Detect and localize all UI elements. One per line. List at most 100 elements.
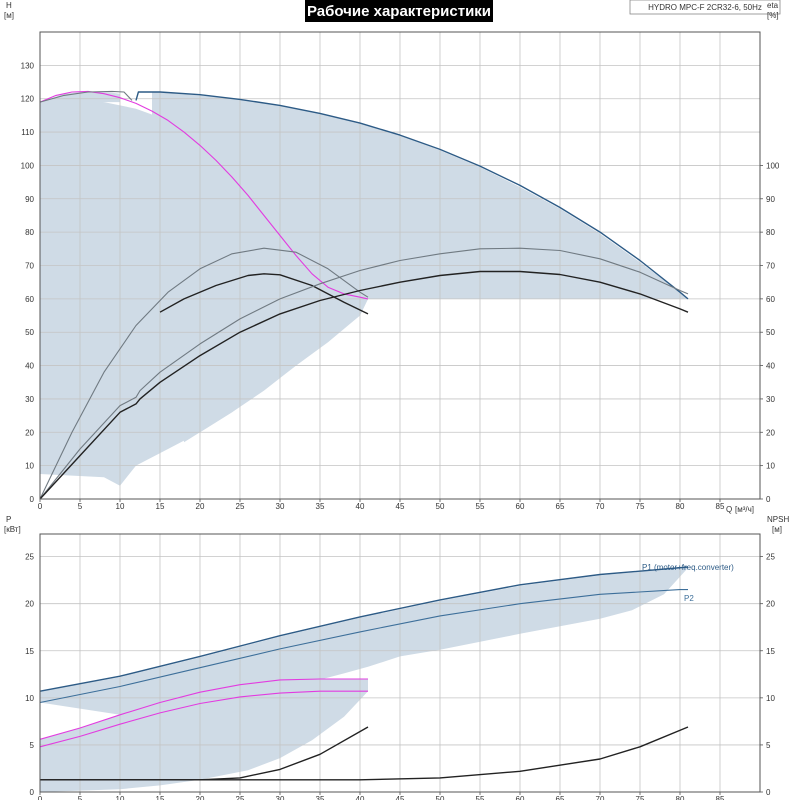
bottom-x-tick-label: 40 (356, 795, 365, 800)
bottom-y-right-tick-label: 25 (766, 553, 775, 562)
bottom-y-left-tick-label: 25 (25, 553, 34, 562)
bottom-y-left-tick-label: 0 (30, 788, 35, 797)
top-x-tick-label: 45 (396, 502, 405, 511)
bottom-y-left-tick-label: 20 (25, 600, 34, 609)
top-y-right-tick-label: 0 (766, 495, 771, 504)
top-y-left-tick-label: 80 (25, 228, 34, 237)
top-series-eta-1-upper (39, 247, 369, 500)
bottom-y-right-tick-label: 5 (766, 741, 771, 750)
top-y-right-tick-label: 30 (766, 395, 775, 404)
top-y-left-tick-label: 20 (25, 428, 34, 437)
top-x-tick-label: 10 (116, 502, 125, 511)
legend-p1: P1 (motor+freq.converter) (642, 563, 734, 572)
top-y-left-tick-label: 100 (21, 161, 35, 170)
top-x-tick-label: 80 (676, 502, 685, 511)
top-x-tick-label: 75 (636, 502, 645, 511)
bottom-x-tick-label: 65 (556, 795, 565, 800)
bottom-y-left-label: P (6, 515, 11, 524)
top-x-tick-label: 35 (316, 502, 325, 511)
bottom-series-p2-drive-2 (39, 589, 688, 704)
top-series-head-max-1 (39, 90, 369, 300)
bottom-x-tick-label: 50 (436, 795, 445, 800)
top-x-tick-label: 55 (476, 502, 485, 511)
bottom-y-right-tick-label: 10 (766, 694, 775, 703)
top-y-right-tick-label: 80 (766, 228, 775, 237)
top-band-duty-range-2 (152, 92, 688, 443)
bottom-x-tick-label: 25 (236, 795, 245, 800)
ticks-layer: 0 5 10 15 20 25 30 35 40 45 50 55 60 65 70 75 80 85010203… (21, 61, 780, 800)
top-y-left-tick-label: 30 (25, 395, 34, 404)
bottom-x-tick-label: 20 (196, 795, 205, 800)
bottom-band-power-range-1 (40, 679, 368, 792)
top-x-tick-label: 85 (716, 502, 725, 511)
top-y-left-tick-label: 110 (21, 128, 34, 137)
top-y-right-unit: [%] (767, 11, 779, 20)
top-y-left-tick-label: 70 (25, 262, 34, 271)
top-y-left-label: H (6, 1, 12, 10)
model-name: HYDRO MPC-F 2CR32-6, 50Hz (648, 3, 762, 12)
top-y-left-tick-label: 60 (25, 295, 34, 304)
top-y-left-tick-label: 50 (25, 328, 34, 337)
bottom-series-p1-drive-2 (39, 566, 689, 692)
top-y-left-tick-label: 130 (21, 61, 35, 70)
title-background (305, 0, 493, 22)
top-series-eta-2-upper (39, 247, 689, 500)
top-x-tick-label: 20 (196, 502, 205, 511)
top-x-label: Q (726, 505, 732, 514)
series-layer (39, 90, 689, 781)
bottom-y-right-unit: [м] (772, 525, 782, 534)
top-y-right-tick-label: 40 (766, 362, 775, 371)
top-x-tick-label: 60 (516, 502, 525, 511)
bottom-x-tick-label: 75 (636, 795, 645, 800)
top-x-tick-label: 70 (596, 502, 605, 511)
bottom-series-npsh-2 (40, 726, 689, 781)
bottom-x-tick-label: 10 (116, 795, 125, 800)
top-x-tick-label: 65 (556, 502, 565, 511)
top-y-right-tick-label: 20 (766, 428, 775, 437)
top-y-left-tick-label: 0 (30, 495, 35, 504)
top-x-tick-label: 5 (78, 502, 83, 511)
top-y-left-unit: [м] (4, 11, 14, 20)
top-y-left-tick-label: 120 (21, 95, 35, 104)
top-y-right-tick-label: 60 (766, 295, 775, 304)
bottom-y-left-tick-label: 5 (30, 741, 35, 750)
top-x-tick-label: 0 (38, 502, 43, 511)
bottom-x-tick-label: 0 (38, 795, 43, 800)
top-y-right-tick-label: 50 (766, 328, 775, 337)
grid-layer (39, 32, 760, 793)
top-y-right-tick-label: 100 (766, 161, 780, 170)
bottom-y-right-tick-label: 20 (766, 600, 775, 609)
model-box (629, 0, 781, 15)
top-y-right-tick-label: 90 (766, 195, 775, 204)
bottom-x-tick-label: 80 (676, 795, 685, 800)
top-y-right-tick-label: 10 (766, 462, 775, 471)
top-y-right-tick-label: 70 (766, 262, 775, 271)
top-series-head-max-2 (135, 91, 689, 300)
bottom-series-p1-drive-1 (39, 678, 368, 740)
legend-p2: P2 (684, 594, 694, 603)
top-y-left-tick-label: 40 (25, 362, 34, 371)
bottom-x-tick-label: 15 (156, 795, 165, 800)
bottom-y-right-tick-label: 0 (766, 788, 771, 797)
bottom-x-tick-label: 30 (276, 795, 285, 800)
top-x-tick-label: 15 (156, 502, 165, 511)
bottom-y-right-tick-label: 15 (766, 647, 775, 656)
top-y-right-label: eta (767, 1, 779, 10)
bottom-x-tick-label: 35 (316, 795, 325, 800)
top-x-tick-label: 40 (356, 502, 365, 511)
bottom-y-right-label: NPSH (767, 515, 789, 524)
bottom-x-tick-label: 55 (476, 795, 485, 800)
bottom-x-tick-label: 60 (516, 795, 525, 800)
bottom-y-left-tick-label: 15 (25, 647, 34, 656)
bottom-y-left-tick-label: 10 (25, 694, 34, 703)
bottom-y-left-unit: [кВт] (4, 525, 21, 534)
chart-title: Рабочие характеристики (307, 3, 491, 20)
top-series-eta-2-lower (39, 270, 689, 500)
top-x-unit: [м³/ч] (735, 505, 754, 514)
top-y-left-tick-label: 90 (25, 195, 34, 204)
top-x-tick-label: 50 (436, 502, 445, 511)
bottom-x-tick-label: 45 (396, 795, 405, 800)
top-x-tick-label: 30 (276, 502, 285, 511)
top-series-head-connector (39, 90, 133, 103)
